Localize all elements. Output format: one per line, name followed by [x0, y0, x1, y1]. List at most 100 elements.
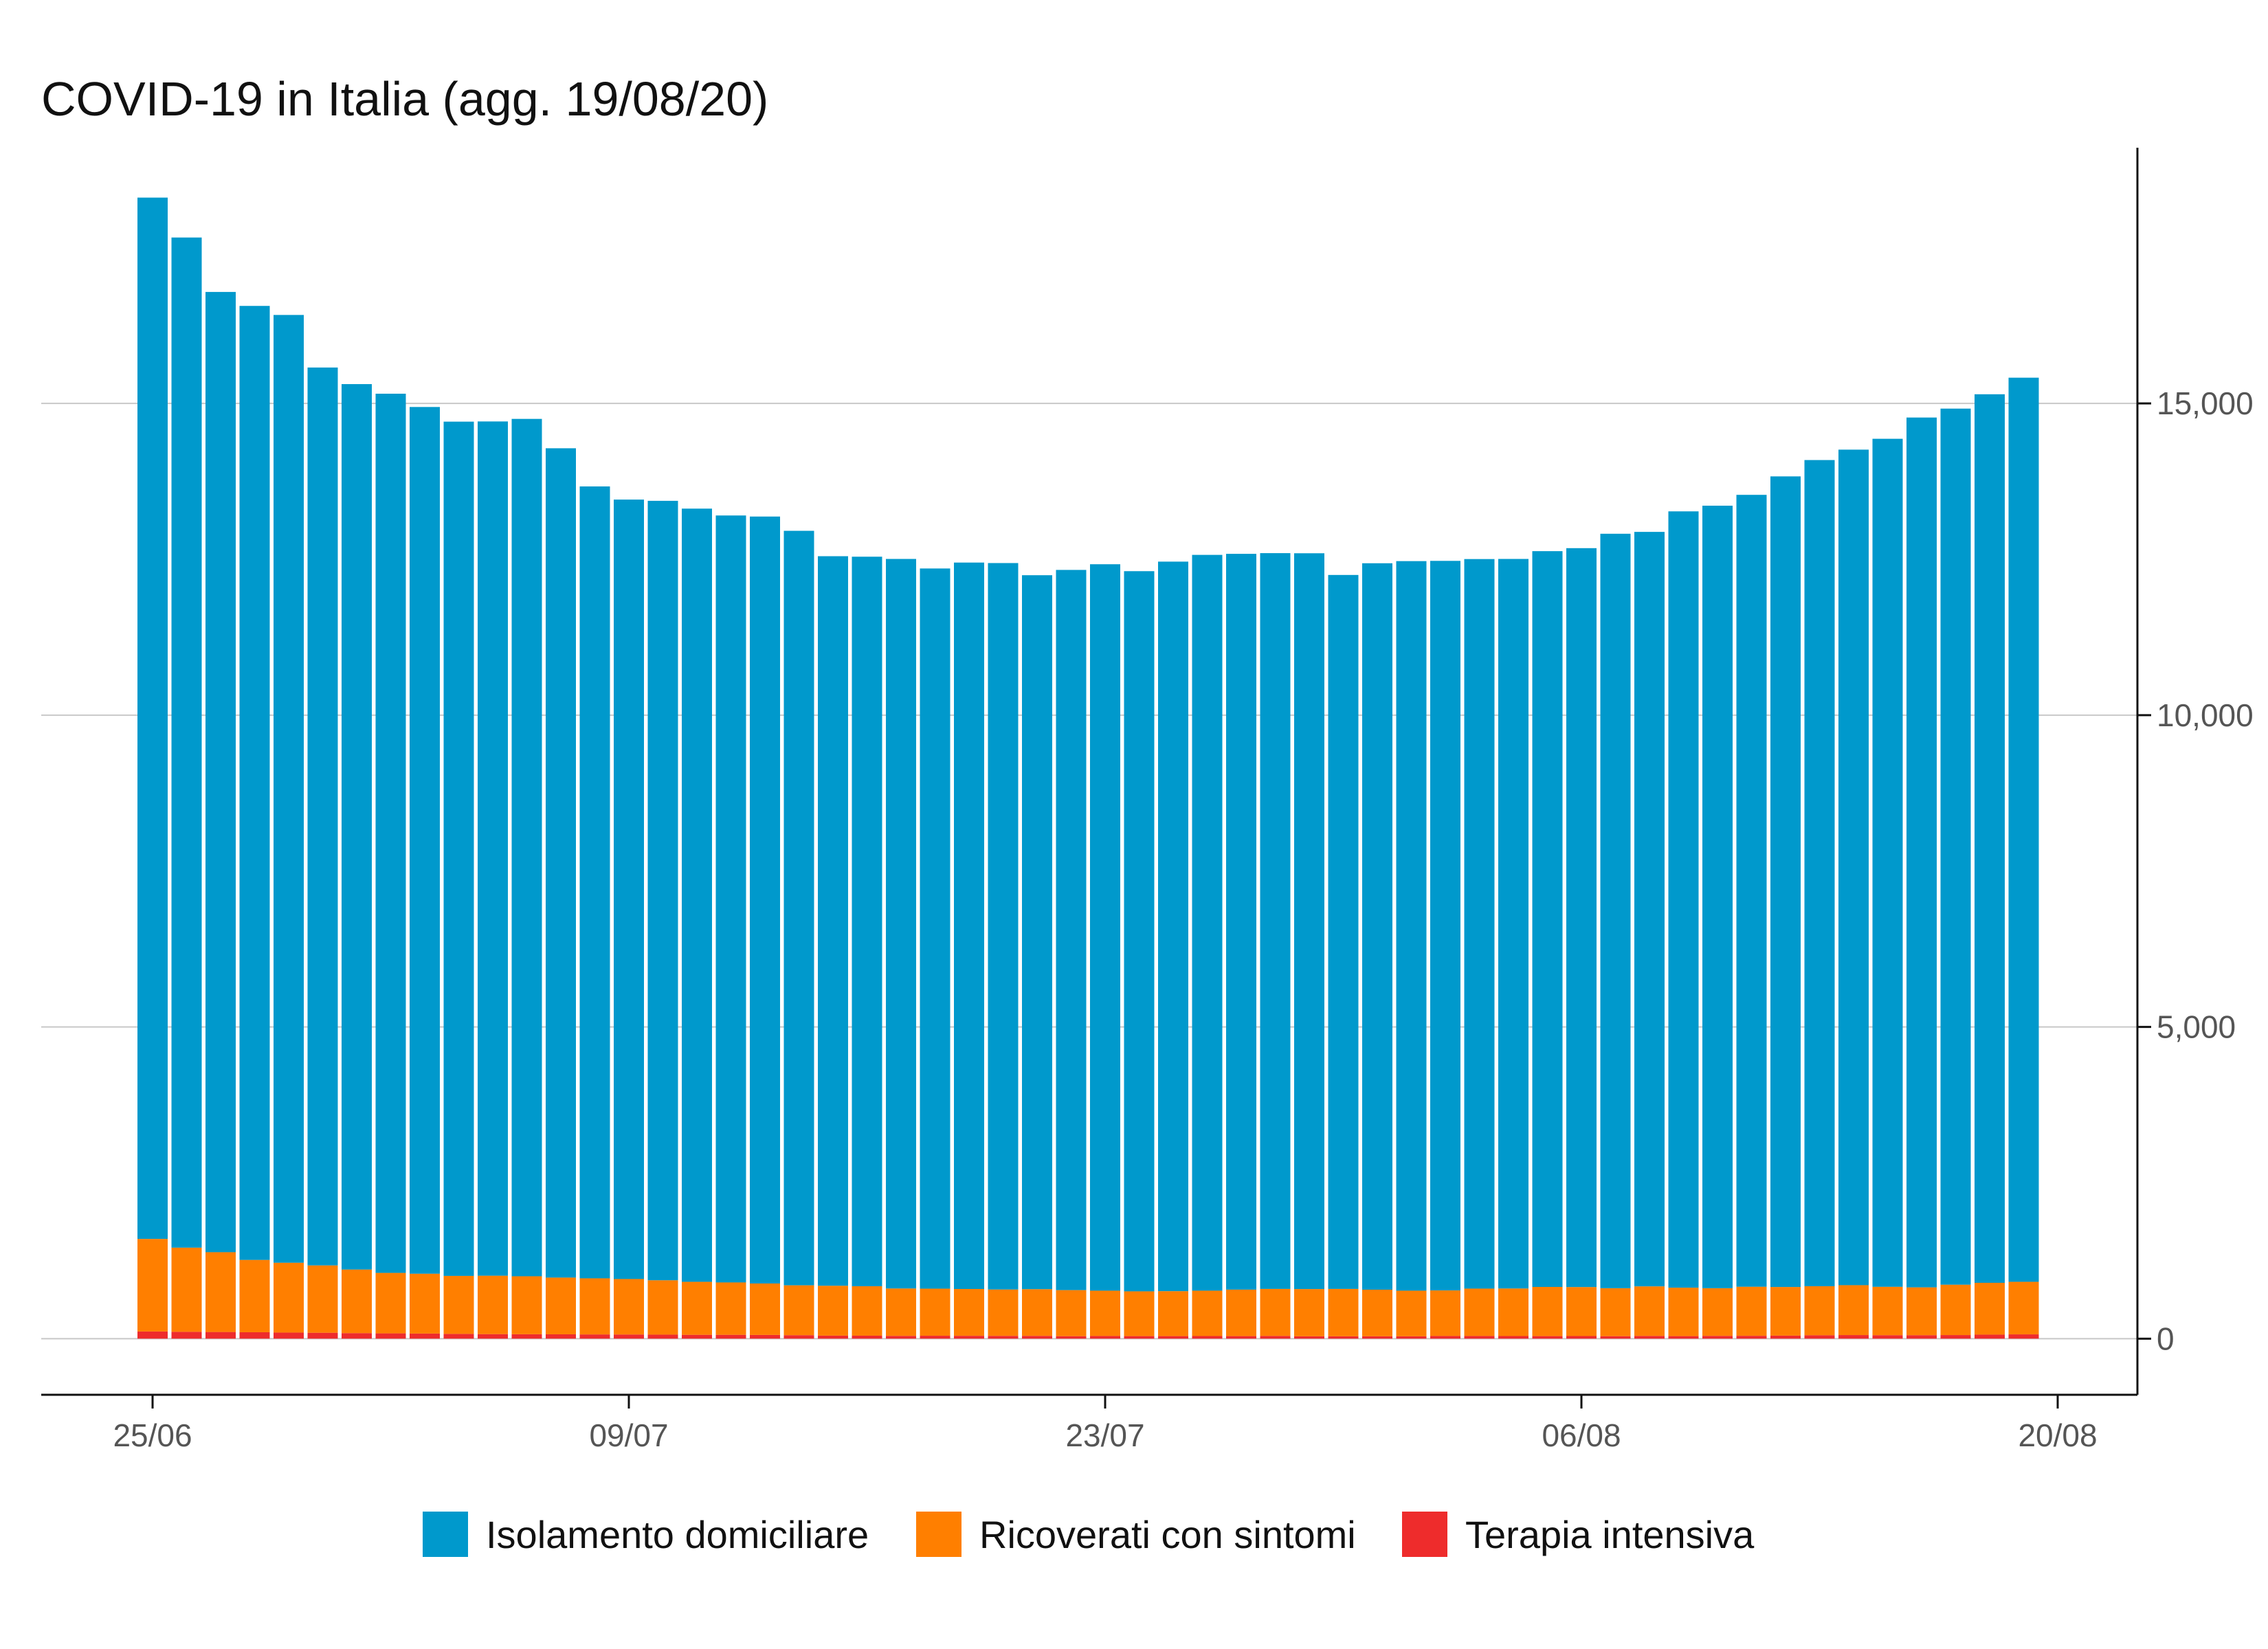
bar-segment-0 [342, 1333, 372, 1339]
bar-segment-0 [1430, 1336, 1460, 1339]
bar-segment-0 [1090, 1336, 1120, 1339]
bar-segment-1 [342, 1269, 372, 1334]
bar-segment-1 [1056, 1290, 1087, 1336]
bar-segment-1 [443, 1275, 474, 1334]
bar-segment-1 [1226, 1289, 1256, 1336]
bar-segment-0 [1566, 1336, 1597, 1339]
x-tick-label: 09/07 [589, 1417, 668, 1453]
bar-segment-0 [783, 1335, 814, 1339]
bar-segment-1 [818, 1286, 848, 1336]
bar-segment-0 [205, 1332, 236, 1339]
bar-segment-1 [1736, 1286, 1767, 1336]
bar-segment-1 [239, 1259, 270, 1332]
bar-segment-0 [1396, 1336, 1427, 1339]
bar-segment-0 [647, 1334, 678, 1339]
bar-segment-2 [546, 448, 576, 1278]
bar-segment-0 [1260, 1336, 1291, 1339]
bar-segment-0 [1770, 1335, 1801, 1339]
bar-segment-2 [1702, 505, 1733, 1288]
bar-segment-1 [1872, 1286, 1903, 1336]
bar-segment-2 [239, 306, 270, 1260]
legend-swatch [423, 1512, 468, 1557]
bar-segment-2 [1226, 554, 1256, 1290]
bar-segment-0 [614, 1334, 644, 1339]
bar-segment-1 [1158, 1291, 1188, 1336]
bar-segment-0 [1872, 1335, 1903, 1339]
x-tick-label: 23/07 [1065, 1417, 1144, 1453]
bar-segment-0 [307, 1332, 338, 1339]
bar-segment-0 [1226, 1336, 1256, 1339]
bar-segment-2 [1464, 559, 1495, 1289]
bar-segment-2 [511, 418, 542, 1277]
bar-segment-0 [852, 1335, 882, 1339]
axes: 0 5,000 10,000 15,000 25/06 09/07 23/07 06/08 20… [41, 148, 2254, 1453]
bar-segment-0 [274, 1332, 304, 1339]
bar-segment-0 [410, 1333, 440, 1339]
bar-segment-0 [1022, 1336, 1052, 1339]
y-tick-label: 10,000 [2157, 697, 2254, 733]
bar-segment-1 [307, 1265, 338, 1333]
bar-segment-1 [205, 1252, 236, 1332]
bar-segment-2 [783, 530, 814, 1286]
bar-segment-1 [1294, 1289, 1324, 1336]
bar-segment-1 [954, 1288, 984, 1336]
bar-segment-0 [1056, 1336, 1087, 1339]
bar-segment-2 [1362, 563, 1392, 1290]
bar-segment-2 [715, 515, 746, 1283]
bar-segment-2 [1770, 476, 1801, 1288]
legend-swatch [916, 1512, 961, 1557]
bar-segment-0 [1668, 1336, 1699, 1339]
bar-segment-0 [443, 1334, 474, 1339]
bar-segment-1 [274, 1262, 304, 1333]
bar-segment-2 [1600, 533, 1631, 1288]
bar-segment-2 [614, 500, 644, 1279]
bar-segment-2 [1872, 438, 1903, 1287]
bar-segment-2 [307, 367, 338, 1266]
y-tick-label: 5,000 [2157, 1009, 2236, 1045]
bar-segment-0 [1906, 1335, 1937, 1339]
bar-segment-0 [1158, 1336, 1188, 1339]
bar-segment-2 [1940, 408, 1971, 1285]
bar-segment-1 [1090, 1290, 1120, 1336]
bar-segment-0 [1532, 1336, 1563, 1339]
bar-segment-0 [682, 1334, 712, 1339]
bar-segment-1 [1906, 1287, 1937, 1336]
bar-segment-0 [886, 1336, 916, 1339]
bar-segment-1 [1260, 1288, 1291, 1336]
bar-segment-1 [614, 1279, 644, 1335]
bar-segment-0 [239, 1332, 270, 1339]
bar-segment-1 [1124, 1291, 1155, 1336]
x-tick-label: 06/08 [1542, 1417, 1621, 1453]
bar-segment-2 [1498, 559, 1528, 1289]
bar-segment-2 [1838, 449, 1869, 1286]
bar-segment-2 [1634, 532, 1665, 1287]
bar-segment-2 [1532, 551, 1563, 1288]
bars [137, 197, 2039, 1339]
bar-segment-1 [137, 1239, 168, 1332]
bar-segment-1 [1668, 1288, 1699, 1336]
bar-segment-1 [886, 1288, 916, 1336]
bar-segment-2 [1668, 511, 1699, 1288]
bar-segment-0 [1464, 1336, 1495, 1339]
legend-label: Isolamento domiciliare [486, 1513, 869, 1556]
bar-segment-2 [1566, 548, 1597, 1288]
bar-segment-1 [1838, 1285, 1869, 1336]
bar-segment-2 [1294, 553, 1324, 1290]
bar-segment-0 [546, 1334, 576, 1339]
bar-segment-1 [647, 1280, 678, 1335]
bar-segment-0 [1940, 1335, 1971, 1339]
bar-segment-2 [1056, 570, 1087, 1290]
bar-segment-1 [1634, 1286, 1665, 1336]
y-tick-label: 0 [2157, 1321, 2175, 1356]
bar-segment-2 [1736, 495, 1767, 1287]
bar-segment-0 [511, 1334, 542, 1339]
x-tick-label: 20/08 [2018, 1417, 2097, 1453]
bar-segment-1 [579, 1278, 610, 1335]
bar-segment-0 [954, 1336, 984, 1339]
bar-segment-0 [1702, 1336, 1733, 1339]
bar-segment-1 [1430, 1290, 1460, 1336]
bar-segment-1 [1975, 1283, 2005, 1335]
bar-segment-0 [375, 1333, 406, 1339]
bar-segment-2 [1022, 575, 1052, 1290]
